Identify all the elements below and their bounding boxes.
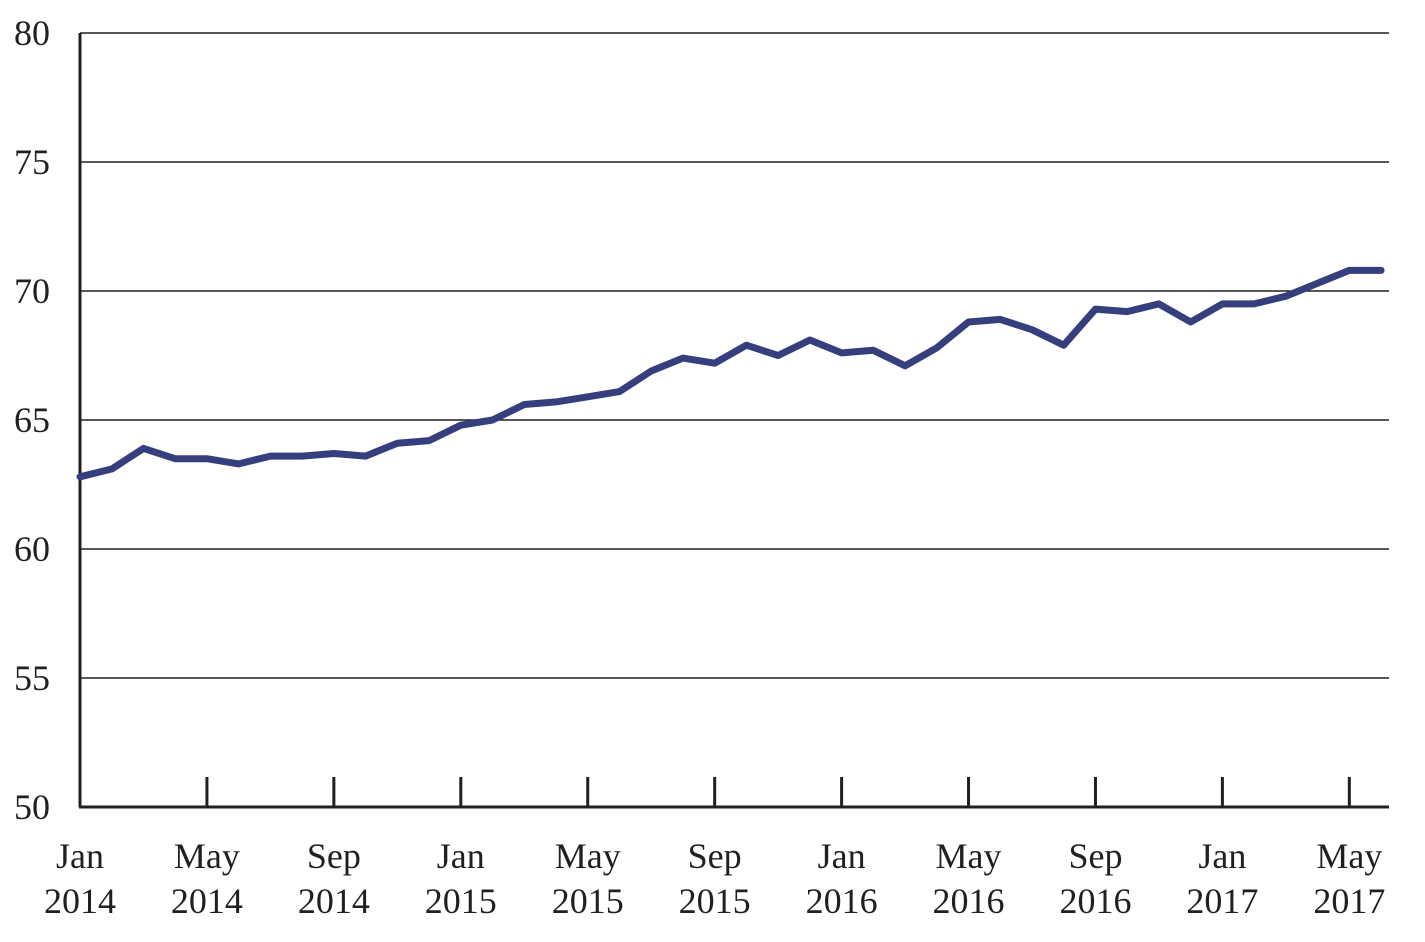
y-tick-label: 65	[14, 400, 50, 440]
y-tick-label: 55	[14, 658, 50, 698]
x-tick-month-label: Sep	[307, 836, 361, 876]
x-tick-month-label: Jan	[818, 836, 866, 876]
x-tick-year-label: 2015	[552, 881, 624, 921]
x-tick-month-label: Jan	[437, 836, 485, 876]
x-tick-year-label: 2015	[425, 881, 497, 921]
series-group	[76, 266, 1385, 481]
x-tick-month-label: May	[936, 836, 1002, 876]
x-axis-ticks: Jan 2014 May 2014 Sep 2014 Jan 2015 May 2015 Sep 20…	[44, 777, 1385, 921]
x-tick-year-label: 2014	[44, 881, 116, 921]
x-tick-year-label: 2016	[806, 881, 878, 921]
axes	[78, 33, 1389, 809]
x-tick-month-label: May	[555, 836, 621, 876]
x-tick-year-label: 2017	[1313, 881, 1385, 921]
x-tick-month-label: May	[1316, 836, 1382, 876]
x-tick-year-label: 2016	[1059, 881, 1131, 921]
y-axis-ticks: 50 55 60 65 70 75 80	[14, 13, 50, 827]
y-tick-label: 70	[14, 271, 50, 311]
x-tick-year-label: 2015	[679, 881, 751, 921]
x-tick-year-label: 2016	[933, 881, 1005, 921]
x-tick-year-label: 2014	[171, 881, 243, 921]
x-tick-month-label: May	[174, 836, 240, 876]
y-tick-label: 60	[14, 529, 50, 569]
y-tick-label: 80	[14, 13, 50, 53]
x-tick-year-label: 2014	[298, 881, 370, 921]
gridlines	[80, 32, 1389, 679]
y-tick-label: 75	[14, 142, 50, 182]
x-tick-month-label: Jan	[56, 836, 104, 876]
x-tick-month-label: Sep	[1068, 836, 1122, 876]
x-tick-month-label: Jan	[1198, 836, 1246, 876]
series-line-0	[76, 266, 1385, 481]
y-tick-label: 50	[14, 787, 50, 827]
x-tick-month-label: Sep	[688, 836, 742, 876]
x-tick-year-label: 2017	[1186, 881, 1258, 921]
